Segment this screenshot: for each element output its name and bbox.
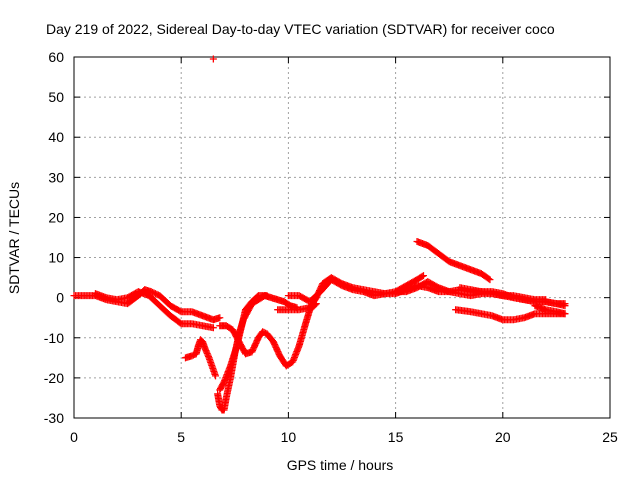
data-point — [419, 272, 427, 280]
x-tick-label: 20 — [495, 429, 511, 445]
y-tick-label: 0 — [56, 290, 64, 306]
y-tick-label: 30 — [48, 169, 64, 185]
x-tick-label: 0 — [70, 429, 78, 445]
data-point — [209, 324, 217, 332]
x-tick-label: 15 — [388, 429, 404, 445]
x-tick-label: 5 — [177, 429, 185, 445]
series-arc-4 — [214, 292, 301, 414]
y-tick-label: -30 — [44, 410, 64, 426]
data-point — [485, 275, 493, 283]
series-arc-2 — [91, 288, 217, 332]
y-tick-label: 50 — [48, 89, 64, 105]
data-point — [418, 272, 426, 280]
series-arc-13 — [531, 302, 569, 318]
plot-frame — [73, 56, 611, 419]
series-arc-6 — [216, 300, 320, 370]
series-arc-9 — [392, 272, 427, 296]
x-tick-label: 10 — [281, 429, 297, 445]
series-arc-3 — [181, 336, 220, 380]
data-point — [486, 276, 494, 284]
data-point — [212, 372, 220, 380]
y-axis-label: SDTVAR / TECUs — [6, 182, 22, 294]
grid-lines — [74, 57, 610, 418]
x-tick-label: 25 — [602, 429, 618, 445]
series-outlier — [209, 55, 217, 63]
series-arc-5 — [216, 292, 271, 394]
data-point — [209, 55, 217, 63]
data-point — [216, 314, 224, 322]
data-point — [561, 302, 569, 310]
series-arc-12 — [452, 306, 569, 324]
y-tick-label: 10 — [48, 250, 64, 266]
data-markers — [70, 55, 569, 414]
y-tick-label: 20 — [48, 209, 64, 225]
chart-title: Day 219 of 2022, Sidereal Day-to-day VTE… — [46, 21, 555, 37]
series-arc-10 — [413, 238, 494, 284]
y-tick-label: 60 — [48, 49, 64, 65]
x-axis-label: GPS time / hours — [287, 457, 394, 473]
data-point — [561, 310, 569, 318]
axis-ticks: 0 5 10 15 20 25 -30 -20 -10 0 10 20 30 40 50 60 — [44, 49, 618, 445]
y-tick-label: 40 — [48, 129, 64, 145]
data-point — [263, 292, 271, 300]
y-tick-label: -10 — [44, 330, 64, 346]
y-tick-label: -20 — [44, 370, 64, 386]
